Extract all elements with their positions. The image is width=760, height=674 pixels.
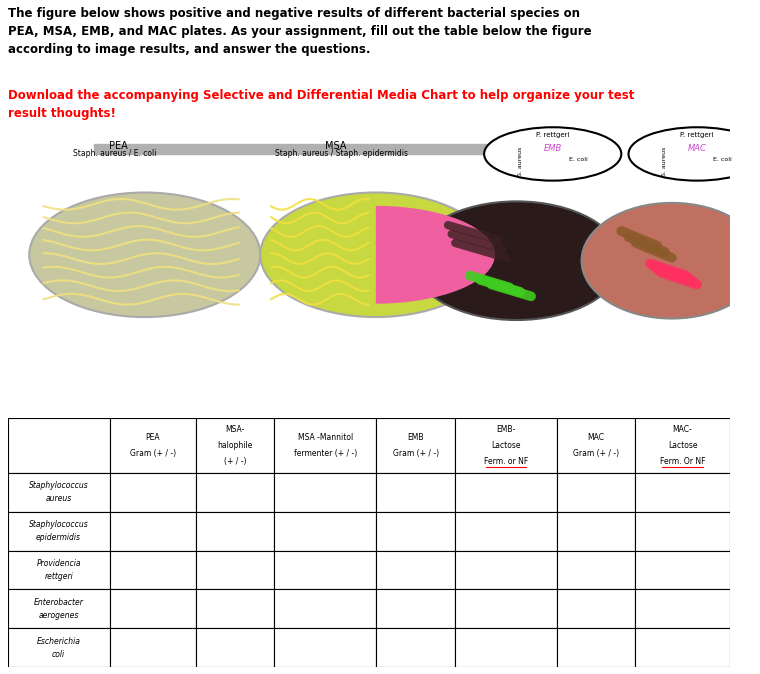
Text: epidermidis: epidermidis bbox=[36, 533, 81, 542]
Bar bbox=[455, 590, 557, 628]
Bar bbox=[635, 472, 730, 512]
Bar bbox=[109, 472, 196, 512]
Bar bbox=[635, 551, 730, 590]
Text: halophile: halophile bbox=[217, 441, 253, 450]
Text: E. coli: E. coli bbox=[713, 157, 732, 162]
Text: Lactose: Lactose bbox=[668, 441, 697, 450]
Bar bbox=[109, 628, 196, 667]
Bar bbox=[557, 418, 635, 472]
Bar bbox=[455, 418, 557, 472]
Bar bbox=[635, 418, 730, 472]
Text: Enterobacter: Enterobacter bbox=[33, 598, 84, 607]
Bar bbox=[274, 551, 376, 590]
Bar bbox=[455, 551, 557, 590]
Ellipse shape bbox=[260, 193, 492, 317]
Text: EMB-: EMB- bbox=[496, 425, 515, 434]
Text: MAC-: MAC- bbox=[673, 425, 692, 434]
Text: P. rettgeri: P. rettgeri bbox=[536, 131, 569, 137]
Bar bbox=[557, 628, 635, 667]
Text: Ferm. or NF: Ferm. or NF bbox=[484, 457, 528, 466]
Bar bbox=[8, 590, 109, 628]
Bar bbox=[109, 512, 196, 551]
Bar bbox=[274, 472, 376, 512]
Text: rettgeri: rettgeri bbox=[44, 572, 73, 581]
Text: aerogenes: aerogenes bbox=[39, 611, 79, 619]
Text: PEA: PEA bbox=[145, 433, 160, 442]
Bar bbox=[109, 551, 196, 590]
Text: Lactose: Lactose bbox=[491, 441, 521, 450]
Bar bbox=[557, 551, 635, 590]
Bar bbox=[376, 551, 455, 590]
Bar bbox=[8, 628, 109, 667]
Bar bbox=[557, 472, 635, 512]
Text: S. aureus: S. aureus bbox=[662, 147, 667, 176]
Ellipse shape bbox=[581, 203, 760, 319]
Text: S. aureus: S. aureus bbox=[518, 147, 523, 176]
Bar bbox=[635, 512, 730, 551]
Text: EMB: EMB bbox=[407, 433, 424, 442]
Bar bbox=[8, 512, 109, 551]
Bar bbox=[109, 418, 196, 472]
Text: The figure below shows positive and negative results of different bacterial spec: The figure below shows positive and nega… bbox=[8, 7, 591, 56]
Bar bbox=[196, 418, 274, 472]
Text: Escherichia: Escherichia bbox=[36, 637, 81, 646]
Bar bbox=[109, 590, 196, 628]
Text: E. coli: E. coli bbox=[568, 157, 587, 162]
Text: Staphylococcus: Staphylococcus bbox=[29, 520, 88, 529]
Bar bbox=[94, 144, 492, 154]
Bar bbox=[557, 590, 635, 628]
Text: MAC: MAC bbox=[587, 433, 605, 442]
Bar bbox=[557, 512, 635, 551]
Bar bbox=[196, 628, 274, 667]
Bar bbox=[196, 590, 274, 628]
Text: Staphylococcus: Staphylococcus bbox=[29, 481, 88, 491]
Bar bbox=[196, 472, 274, 512]
Bar bbox=[8, 472, 109, 512]
Text: EMB: EMB bbox=[543, 144, 562, 152]
Bar bbox=[196, 551, 274, 590]
Text: aureus: aureus bbox=[46, 494, 71, 503]
Bar bbox=[376, 628, 455, 667]
Ellipse shape bbox=[29, 193, 260, 317]
Ellipse shape bbox=[629, 127, 760, 181]
Bar bbox=[274, 512, 376, 551]
Bar bbox=[376, 418, 455, 472]
Text: fermenter (+ / -): fermenter (+ / -) bbox=[294, 449, 357, 458]
Bar bbox=[274, 590, 376, 628]
Bar bbox=[8, 551, 109, 590]
Ellipse shape bbox=[484, 127, 622, 181]
Bar bbox=[196, 512, 274, 551]
Text: Staph. aureus / Staph. epidermidis: Staph. aureus / Staph. epidermidis bbox=[275, 150, 408, 158]
Text: Staph. aureus / E. coli: Staph. aureus / E. coli bbox=[73, 150, 156, 158]
Bar bbox=[455, 628, 557, 667]
Text: PEA: PEA bbox=[109, 141, 128, 151]
Text: MAC: MAC bbox=[688, 144, 707, 152]
Text: P. rettgeri: P. rettgeri bbox=[680, 131, 714, 137]
Text: coli: coli bbox=[52, 650, 65, 658]
Text: Gram (+ / -): Gram (+ / -) bbox=[393, 449, 439, 458]
Text: MSA: MSA bbox=[325, 141, 347, 151]
Bar bbox=[635, 628, 730, 667]
Ellipse shape bbox=[412, 202, 621, 320]
Text: Download the accompanying Selective and Differential Media Chart to help organiz: Download the accompanying Selective and … bbox=[8, 89, 634, 120]
Text: Providencia: Providencia bbox=[36, 559, 81, 568]
Bar bbox=[455, 472, 557, 512]
Text: Gram (+ / -): Gram (+ / -) bbox=[130, 449, 176, 458]
Text: MSA-: MSA- bbox=[226, 425, 245, 434]
Bar bbox=[455, 512, 557, 551]
Text: MSA -Mannitol: MSA -Mannitol bbox=[298, 433, 353, 442]
Bar bbox=[376, 512, 455, 551]
Bar bbox=[274, 628, 376, 667]
Text: Ferm. Or NF: Ferm. Or NF bbox=[660, 457, 705, 466]
Bar bbox=[376, 590, 455, 628]
Bar bbox=[635, 590, 730, 628]
Bar bbox=[376, 472, 455, 512]
Bar bbox=[274, 418, 376, 472]
Text: Gram (+ / -): Gram (+ / -) bbox=[573, 449, 619, 458]
Wedge shape bbox=[375, 206, 495, 304]
Text: (+ / -): (+ / -) bbox=[224, 457, 246, 466]
Bar bbox=[8, 418, 109, 472]
